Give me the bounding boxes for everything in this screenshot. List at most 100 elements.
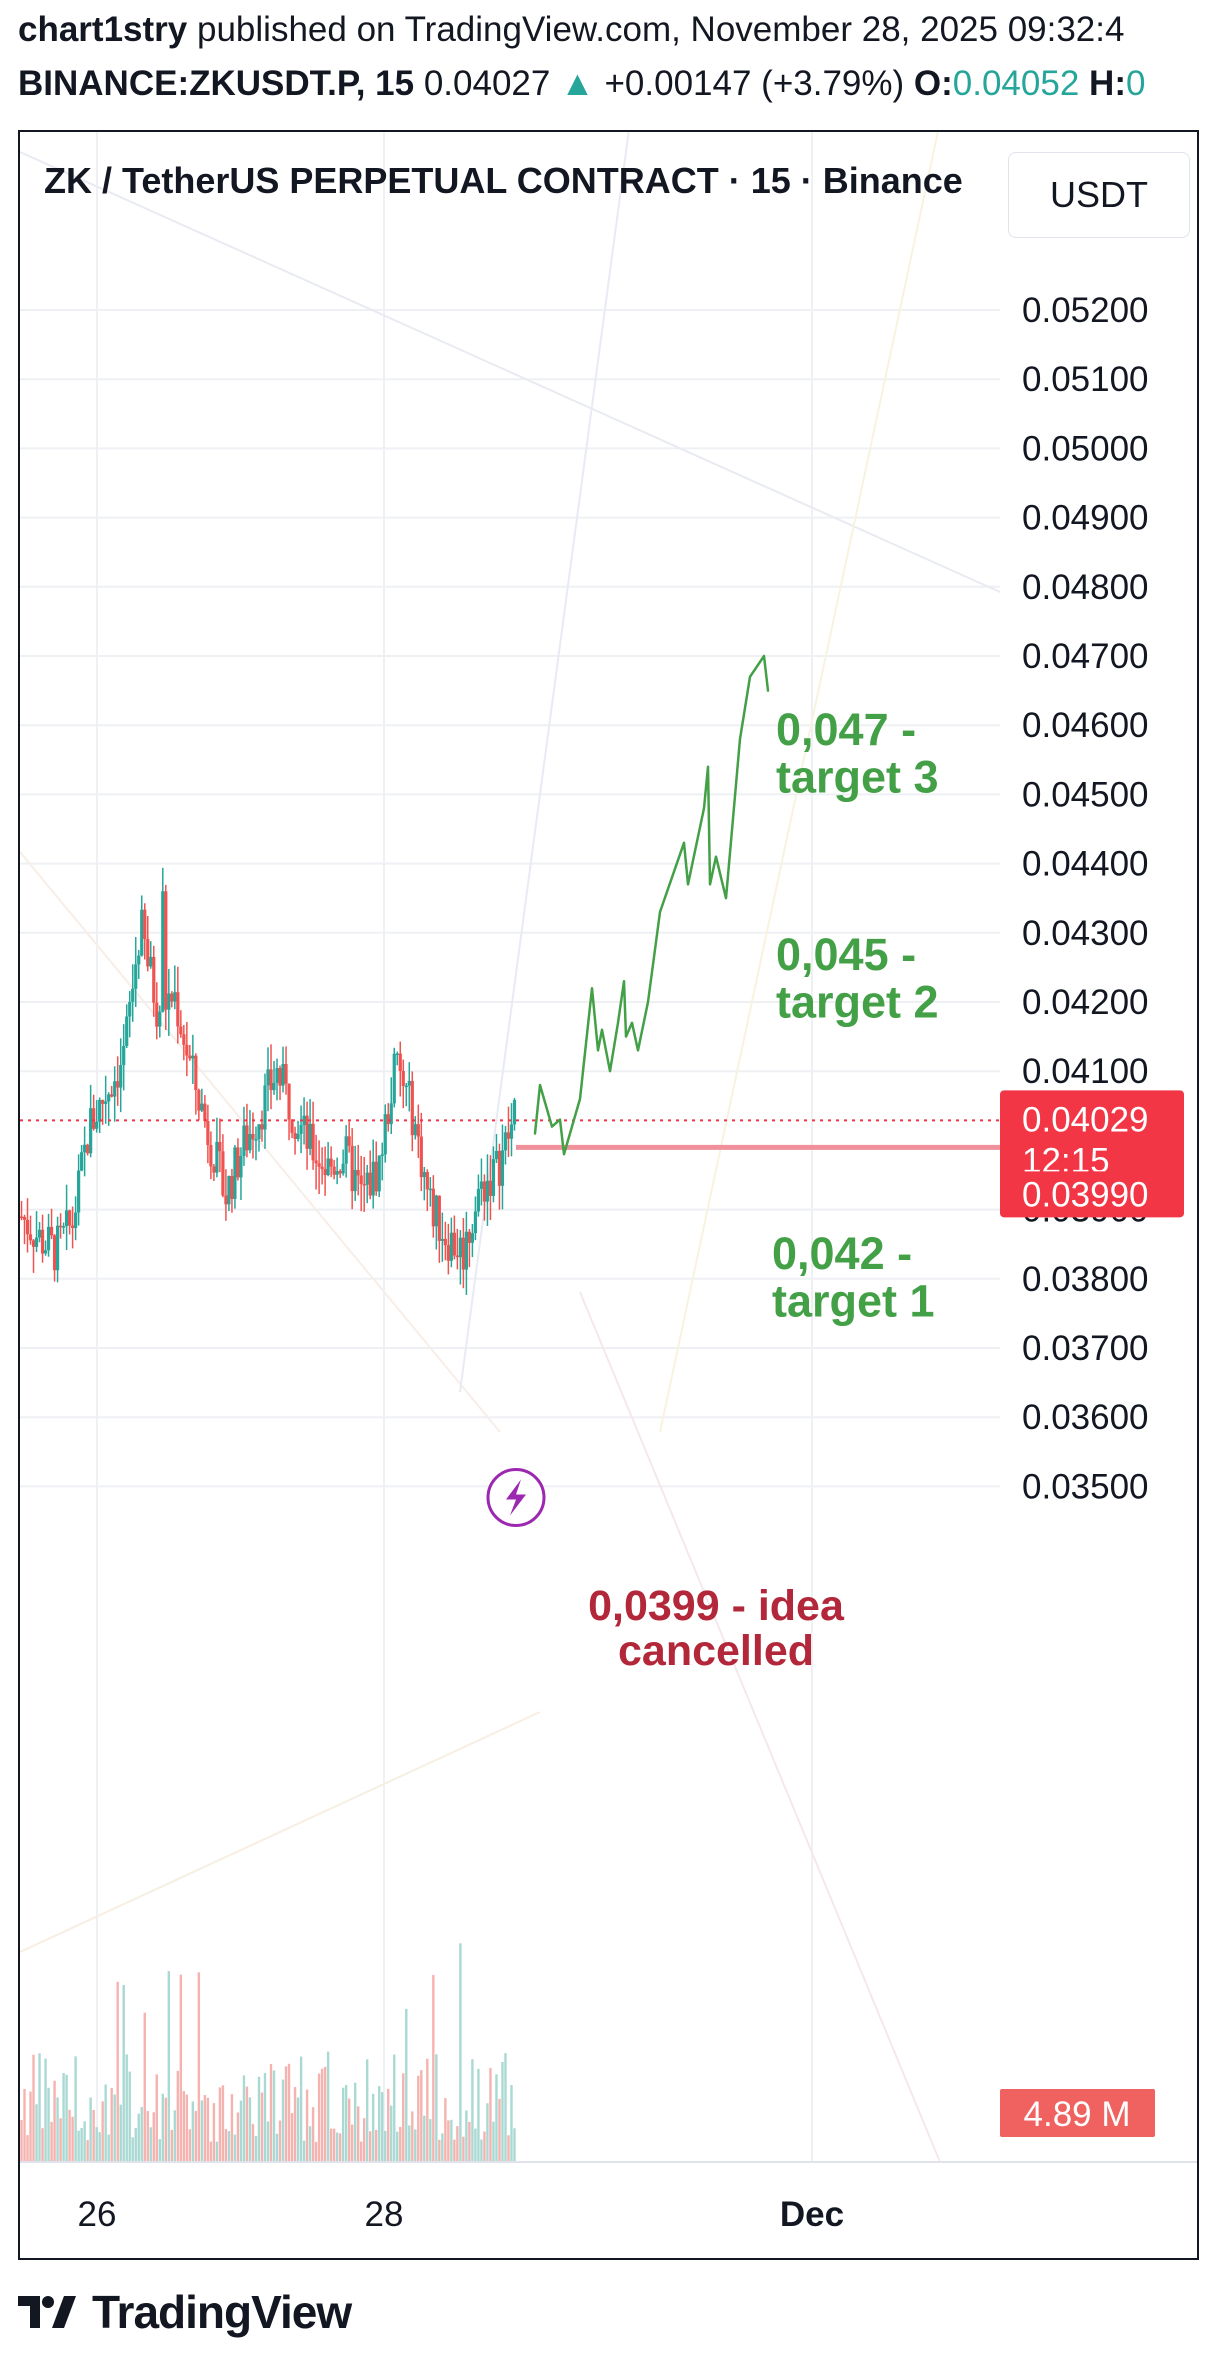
candle-body	[449, 1232, 453, 1261]
candle-body	[326, 1158, 330, 1176]
volume-bar	[131, 2137, 134, 2162]
candle-body	[299, 1125, 303, 1134]
candle-body	[473, 1211, 478, 1234]
open-label: O:	[913, 64, 953, 103]
candle-body	[143, 909, 147, 940]
candle-body	[86, 1144, 90, 1154]
candle-body	[392, 1053, 396, 1104]
candle-body	[254, 1139, 258, 1141]
author-name[interactable]: chart1stry	[18, 10, 188, 49]
volume-bar	[83, 2121, 86, 2162]
candle-body	[176, 992, 180, 1027]
last-price: 0.04027	[423, 64, 551, 103]
volume-bar	[140, 2106, 143, 2162]
volume-bar	[137, 2113, 140, 2162]
price-change: +0.00147 (+3.79%)	[604, 64, 905, 103]
candle-body	[434, 1195, 438, 1227]
volume-bar	[95, 2127, 98, 2162]
high-value: 0	[1125, 64, 1146, 103]
candle-body	[209, 1144, 213, 1167]
volume-bar	[32, 2054, 35, 2162]
candle-body	[122, 1045, 126, 1066]
volume-bar	[341, 2087, 345, 2162]
volume-bar	[266, 2121, 270, 2162]
triangle-up-icon: ▲	[560, 64, 595, 103]
volume-bar	[38, 2053, 41, 2162]
volume-bar	[399, 2126, 402, 2162]
candle-body	[410, 1080, 414, 1136]
volume-bar	[254, 2135, 258, 2162]
candle-body	[335, 1171, 339, 1175]
candle-body	[401, 1070, 405, 1086]
candle-body	[43, 1250, 48, 1254]
volume-bar	[269, 2063, 273, 2162]
volume-bar	[293, 2087, 297, 2162]
drawing-lines	[20, 132, 1001, 2163]
volume-bar	[65, 2074, 68, 2162]
candle-body	[224, 1195, 228, 1205]
volume-bar	[278, 2120, 282, 2162]
candle-body	[314, 1160, 318, 1164]
volume-bar	[384, 2130, 387, 2162]
candle-body	[359, 1175, 363, 1185]
candle-body	[308, 1123, 312, 1149]
published-text: published on TradingView.com, November 2…	[197, 10, 1125, 49]
volume-bar	[284, 2066, 288, 2162]
candle-body	[22, 1216, 27, 1220]
candle-body	[338, 1171, 342, 1174]
candle-body	[182, 1034, 186, 1045]
volume-bar	[143, 2012, 146, 2162]
candle-body	[275, 1068, 279, 1083]
chart-frame: 0.05200 0.05100 0.05000 0.04900 0.04800 0.047…	[18, 130, 1199, 2260]
volume-bar	[483, 2131, 486, 2162]
candle-body	[167, 993, 171, 1010]
candle-body	[305, 1115, 309, 1149]
candle-body	[386, 1114, 390, 1125]
current-price-text: 0.04029	[1022, 1100, 1149, 1139]
candle-body	[281, 1063, 285, 1086]
volume-bar	[155, 2074, 158, 2162]
candle-body	[365, 1172, 369, 1185]
volume-bar	[107, 2134, 110, 2162]
volume-bar	[311, 2107, 315, 2162]
volume-bar	[378, 2086, 381, 2162]
volume-bar	[390, 2105, 393, 2162]
price-chart[interactable]: 0.05200 0.05100 0.05000 0.04900 0.04800 0.047…	[20, 132, 1199, 2260]
candle-body	[251, 1134, 255, 1140]
candle-body	[383, 1114, 387, 1155]
candle-body	[419, 1136, 423, 1178]
volume-bar	[203, 2095, 207, 2162]
volume-bar	[218, 2087, 222, 2162]
price-tick-label: 0.04500	[1022, 775, 1149, 814]
volume-bar	[200, 2100, 204, 2162]
candle-body	[215, 1141, 219, 1173]
volume-bar	[263, 2073, 267, 2162]
currency-button[interactable]: USDT	[1008, 152, 1190, 238]
candle-body	[416, 1124, 420, 1137]
volume-bar	[125, 2054, 128, 2162]
volume-bar	[59, 2118, 62, 2162]
volume-bar	[369, 2131, 372, 2162]
volume-bar	[227, 2131, 231, 2162]
candle-body	[506, 1132, 511, 1139]
volume-bar	[372, 2093, 375, 2162]
volume-bar	[492, 2121, 495, 2162]
volume-bar	[182, 2090, 186, 2162]
candle-body	[341, 1163, 345, 1174]
candle-body	[461, 1237, 465, 1270]
volume-bar	[161, 2093, 164, 2162]
volume-bar	[393, 2054, 396, 2162]
time-axis: 26 28 Dec	[20, 2161, 1197, 2234]
volume-bar	[486, 2103, 489, 2162]
annotations: 0,047 -target 3 0,045 -target 2 0,042 -tar…	[588, 704, 938, 1675]
candle-body	[200, 1103, 204, 1111]
time-tick-label: Dec	[780, 2195, 844, 2234]
trend-line	[459, 132, 630, 1393]
volume-bar	[158, 2139, 161, 2162]
volume-bar	[119, 2104, 122, 2162]
volume-bar	[248, 2097, 252, 2162]
candle-body	[455, 1255, 459, 1258]
candle-body	[113, 1081, 117, 1097]
projection-path	[533, 654, 770, 1156]
